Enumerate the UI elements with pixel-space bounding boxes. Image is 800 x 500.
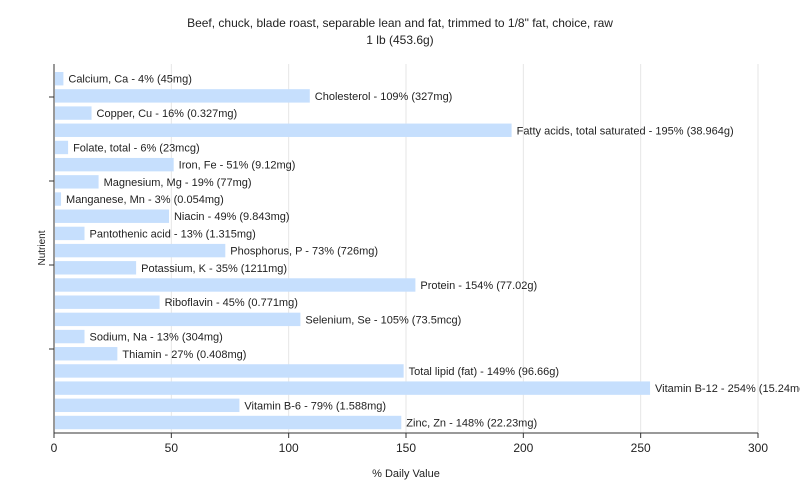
bar-3 bbox=[55, 123, 512, 137]
bar-0 bbox=[55, 72, 64, 86]
bar-14 bbox=[55, 312, 301, 327]
bar-12 bbox=[55, 278, 416, 292]
bar-18 bbox=[55, 381, 651, 395]
bar-label-19: Vitamin B-6 - 79% (1.588mg) bbox=[244, 400, 386, 412]
bar-label-17: Total lipid (fat) - 149% (96.66g) bbox=[409, 366, 559, 378]
x-tick-label-250: 250 bbox=[631, 441, 651, 455]
bar-10 bbox=[55, 243, 226, 258]
bar-11 bbox=[55, 261, 137, 275]
chart-subtitle: 1 lb (453.6g) bbox=[366, 33, 434, 47]
bar-5 bbox=[55, 157, 174, 172]
bar-7 bbox=[55, 192, 62, 206]
x-tick-label-200: 200 bbox=[513, 441, 533, 455]
bar-label-14: Selenium, Se - 105% (73.5mcg) bbox=[305, 314, 461, 326]
bar-label-16: Thiamin - 27% (0.408mg) bbox=[122, 349, 246, 361]
x-axis-label: % Daily Value bbox=[372, 468, 440, 480]
bar-label-12: Protein - 154% (77.02g) bbox=[420, 280, 537, 292]
bar-label-5: Iron, Fe - 51% (9.12mg) bbox=[179, 160, 296, 172]
bar-label-11: Potassium, K - 35% (1211mg) bbox=[141, 263, 287, 275]
bar-label-1: Cholesterol - 109% (327mg) bbox=[315, 91, 453, 103]
x-tick-label-300: 300 bbox=[748, 441, 768, 455]
bar-6 bbox=[55, 175, 99, 189]
bar-label-0: Calcium, Ca - 4% (45mg) bbox=[68, 74, 191, 86]
x-tick-label-100: 100 bbox=[279, 441, 299, 455]
bar-17 bbox=[55, 364, 404, 378]
bar-1 bbox=[55, 89, 310, 103]
y-axis-label: Nutrient bbox=[37, 230, 48, 265]
x-tick-label-150: 150 bbox=[396, 441, 416, 455]
bar-16 bbox=[55, 347, 118, 361]
bar-4 bbox=[55, 140, 69, 155]
bar-19 bbox=[55, 398, 240, 413]
x-tick-label-0: 0 bbox=[51, 441, 58, 455]
bar-20 bbox=[55, 415, 402, 430]
bar-2 bbox=[55, 106, 92, 120]
bar-8 bbox=[55, 209, 169, 223]
bar-label-4: Folate, total - 6% (23mcg) bbox=[73, 142, 200, 154]
bar-label-15: Sodium, Na - 13% (304mg) bbox=[90, 332, 223, 344]
bar-label-3: Fatty acids, total saturated - 195% (38.… bbox=[517, 125, 734, 137]
x-tick-label-50: 50 bbox=[165, 441, 179, 455]
bar-13 bbox=[55, 295, 160, 309]
bar-label-18: Vitamin B-12 - 254% (15.24mcg) bbox=[655, 383, 800, 395]
bar-label-8: Niacin - 49% (9.843mg) bbox=[174, 211, 290, 223]
bar-label-6: Magnesium, Mg - 19% (77mg) bbox=[104, 177, 252, 189]
bar-15 bbox=[55, 329, 85, 344]
bar-label-13: Riboflavin - 45% (0.771mg) bbox=[165, 297, 298, 309]
bar-9 bbox=[55, 226, 85, 241]
x-axis-ticks: 0 50 100 150 200 250 300 bbox=[51, 433, 768, 455]
bar-label-20: Zinc, Zn - 148% (22.23mg) bbox=[406, 418, 537, 430]
bar-label-7: Manganese, Mn - 3% (0.054mg) bbox=[66, 194, 224, 206]
bar-label-9: Pantothenic acid - 13% (1.315mg) bbox=[90, 228, 256, 240]
bar-label-10: Phosphorus, P - 73% (726mg) bbox=[230, 246, 378, 258]
chart-title: Beef, chuck, blade roast, separable lean… bbox=[187, 16, 613, 30]
bars: Calcium, Ca - 4% (45mg) Cholesterol - 109… bbox=[55, 72, 800, 430]
bar-label-2: Copper, Cu - 16% (0.327mg) bbox=[97, 108, 238, 120]
